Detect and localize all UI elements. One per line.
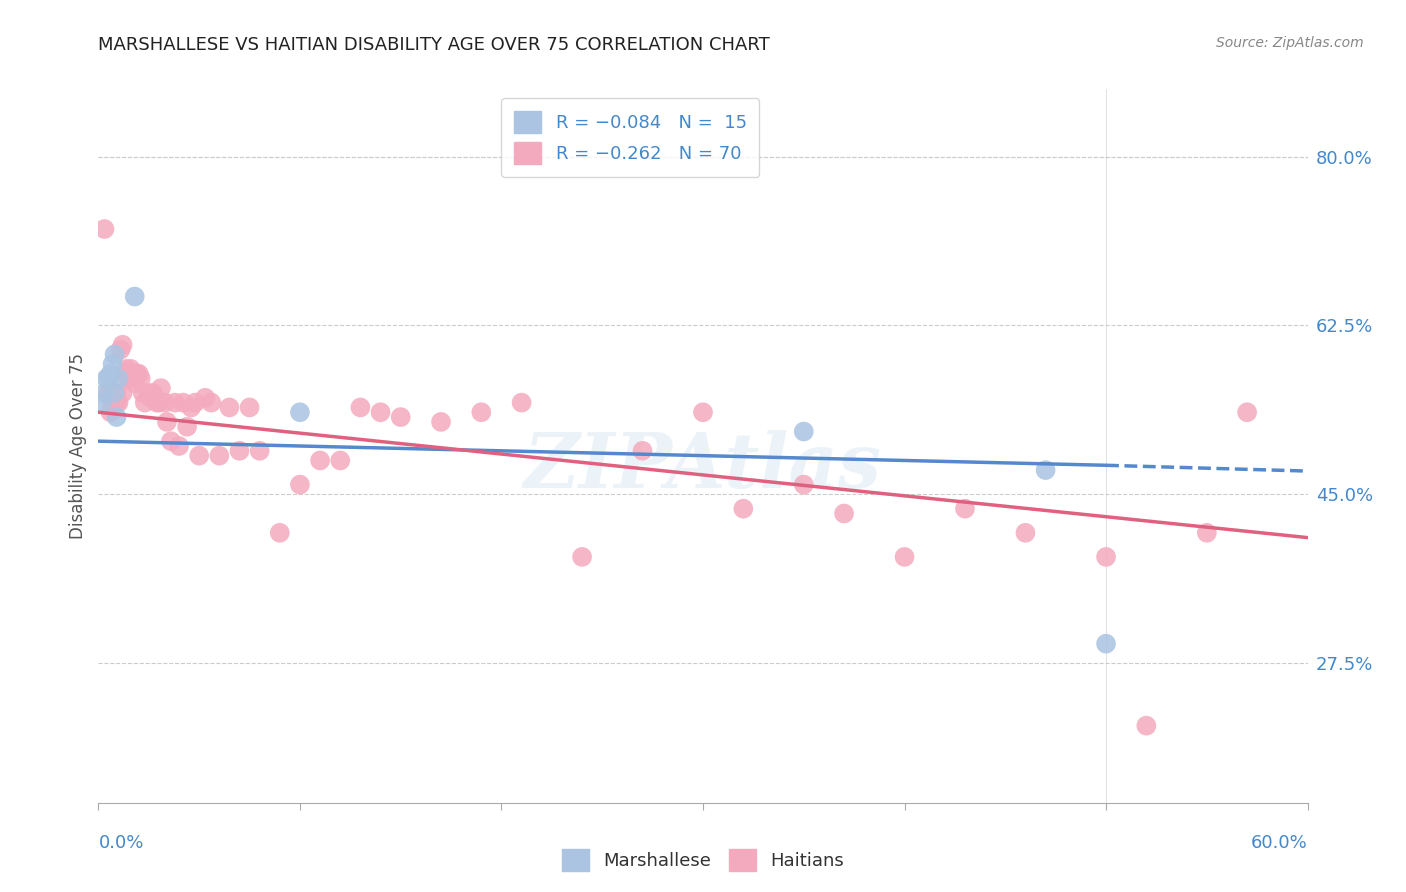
Point (1095, 549, 1118, 564)
Point (172, 395, 194, 409)
Point (103, 347, 125, 361)
Point (571, 549, 593, 564)
Point (118, 371, 141, 385)
Text: 60.0%: 60.0% (1251, 834, 1308, 852)
Point (249, 443, 271, 458)
Point (107, 371, 129, 385)
Point (111, 337, 134, 351)
Point (101, 357, 124, 371)
Point (101, 395, 124, 409)
Point (288, 477, 311, 491)
Point (93, 222, 115, 236)
Point (953, 501, 976, 516)
Point (692, 405, 714, 419)
Y-axis label: Disability Age Over 75: Disability Age Over 75 (69, 353, 87, 539)
Point (370, 405, 392, 419)
Point (128, 367, 150, 381)
Point (208, 449, 231, 463)
Point (124, 376, 146, 391)
Point (105, 410, 128, 425)
Point (129, 371, 152, 385)
Point (142, 386, 165, 401)
Point (470, 405, 492, 419)
Point (91, 395, 114, 409)
Point (97, 386, 120, 401)
Point (180, 401, 202, 415)
Point (1195, 525, 1218, 540)
Point (194, 391, 217, 405)
Point (143, 391, 166, 405)
Point (100, 367, 122, 381)
Point (349, 401, 371, 415)
Point (167, 439, 190, 453)
Point (733, 501, 755, 516)
Point (156, 415, 179, 429)
Point (134, 395, 156, 409)
Point (1035, 463, 1057, 477)
Point (163, 395, 186, 409)
Point (132, 386, 155, 401)
Point (200, 395, 222, 409)
Point (832, 507, 855, 521)
Point (893, 549, 915, 564)
Point (124, 289, 146, 303)
Point (631, 443, 654, 458)
Point (97, 371, 120, 385)
Point (105, 395, 128, 409)
Point (120, 362, 142, 376)
Point (100, 405, 122, 419)
Point (101, 386, 124, 401)
Point (148, 395, 170, 409)
Point (218, 401, 240, 415)
Point (510, 395, 533, 409)
Point (228, 443, 250, 458)
Point (329, 453, 352, 467)
Text: Source: ZipAtlas.com: Source: ZipAtlas.com (1216, 36, 1364, 50)
Point (125, 367, 148, 381)
Point (1014, 525, 1036, 540)
Point (139, 391, 162, 405)
Point (103, 386, 125, 401)
Point (793, 425, 815, 439)
Point (1236, 405, 1258, 419)
Legend: Marshallese, Haitians: Marshallese, Haitians (554, 842, 852, 879)
Point (146, 395, 169, 409)
Point (149, 381, 172, 395)
Point (105, 386, 128, 401)
Point (1135, 719, 1157, 733)
Point (153, 395, 176, 409)
Point (269, 525, 291, 540)
Point (389, 410, 412, 425)
Point (121, 371, 143, 385)
Legend: R = −0.084   N =  15, R = −0.262   N = 70: R = −0.084 N = 15, R = −0.262 N = 70 (502, 98, 759, 177)
Text: 0.0%: 0.0% (98, 834, 143, 852)
Point (239, 401, 262, 415)
Point (1095, 637, 1118, 651)
Point (107, 395, 129, 409)
Point (96, 371, 118, 385)
Point (138, 386, 160, 401)
Point (110, 343, 132, 357)
Point (114, 367, 136, 381)
Point (288, 405, 311, 419)
Point (188, 449, 211, 463)
Point (430, 415, 453, 429)
Point (176, 419, 198, 434)
Point (93, 386, 115, 401)
Point (103, 395, 125, 409)
Point (793, 477, 815, 491)
Text: MARSHALLESE VS HAITIAN DISABILITY AGE OVER 75 CORRELATION CHART: MARSHALLESE VS HAITIAN DISABILITY AGE OV… (98, 36, 770, 54)
Point (111, 386, 134, 401)
Point (115, 362, 138, 376)
Point (160, 434, 183, 449)
Text: ZIPAtlas: ZIPAtlas (524, 431, 882, 504)
Point (309, 453, 332, 467)
Point (184, 395, 207, 409)
